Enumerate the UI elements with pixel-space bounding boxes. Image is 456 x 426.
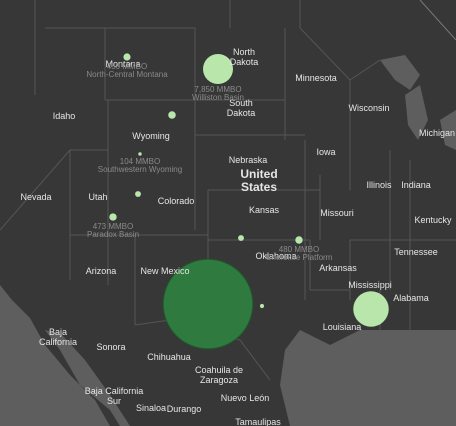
place-label: Sonora	[96, 342, 126, 352]
place-label: North Dakota	[229, 47, 259, 67]
place-label: Iowa	[316, 147, 336, 157]
bubble[interactable]	[123, 53, 131, 61]
bubble[interactable]	[238, 235, 244, 241]
bubble[interactable]	[109, 213, 117, 221]
place-label: Nuevo León	[220, 393, 270, 403]
place-label: South Dakota	[226, 98, 256, 118]
bubble-name-label: North-Central Montana	[86, 69, 168, 79]
bubble[interactable]	[162, 258, 254, 350]
place-label: Oklahoma	[255, 251, 297, 261]
bubble-name-label: Southwestern Wyoming	[97, 164, 183, 174]
place-label: Arkansas	[319, 263, 357, 273]
bubble-value-label: 450 MMBO	[106, 61, 148, 71]
place-label: Wyoming	[132, 131, 170, 141]
place-label: Kentucky	[414, 215, 452, 225]
place-label: Alabama	[393, 293, 429, 303]
place-label: Michigan	[418, 128, 456, 138]
place-label: Illinois	[366, 180, 392, 190]
bubble[interactable]	[138, 152, 142, 156]
place-label: Tamaulipas	[235, 417, 281, 426]
place-label: Sinaloa	[135, 403, 167, 413]
place-label: Nebraska	[228, 155, 268, 165]
bubble-value-label: 7,850 MMBO	[194, 85, 242, 94]
place-label: Wisconsin	[348, 103, 390, 113]
bubble[interactable]	[168, 111, 176, 119]
bubble-value-label: 480 MMBO	[278, 244, 320, 254]
bubble[interactable]	[259, 303, 265, 309]
place-label: New Mexico	[140, 266, 190, 276]
place-label: Coahuila de Zaragoza	[194, 365, 244, 385]
place-label: United States	[240, 167, 278, 194]
place-label: Idaho	[52, 111, 76, 121]
place-label: Louisiana	[322, 322, 362, 332]
bubble[interactable]	[203, 54, 233, 84]
bubble-name-label: Williston Basin	[191, 93, 245, 102]
bubble-value-label: 104 MMBO	[119, 156, 161, 166]
place-label: Mississippi	[348, 280, 392, 290]
place-label: Montana	[105, 59, 141, 69]
place-label: Missouri	[320, 208, 354, 218]
place-label: Indiana	[401, 180, 431, 190]
bubble-name-label: Paradox Basin	[86, 229, 140, 239]
bubble-name-label: Cherokee Platform	[265, 252, 333, 262]
place-label: Minnesota	[295, 73, 337, 83]
place-label: Tennessee	[394, 247, 438, 257]
bubble-value-label: 473 MMBO	[92, 221, 134, 231]
place-label: Chihuahua	[147, 352, 191, 362]
bubble[interactable]	[353, 291, 389, 327]
place-label: Arizona	[85, 266, 117, 276]
place-label: Kansas	[248, 205, 280, 215]
place-label: Durango	[166, 404, 202, 414]
place-label: Nevada	[20, 192, 52, 202]
bubble[interactable]	[135, 191, 141, 197]
place-label: Baja California Sur	[84, 386, 144, 406]
place-label: Baja California	[38, 327, 78, 347]
place-label: Utah	[88, 192, 108, 202]
place-label: Colorado	[157, 196, 195, 206]
water	[0, 55, 456, 426]
bubble[interactable]	[295, 236, 303, 244]
